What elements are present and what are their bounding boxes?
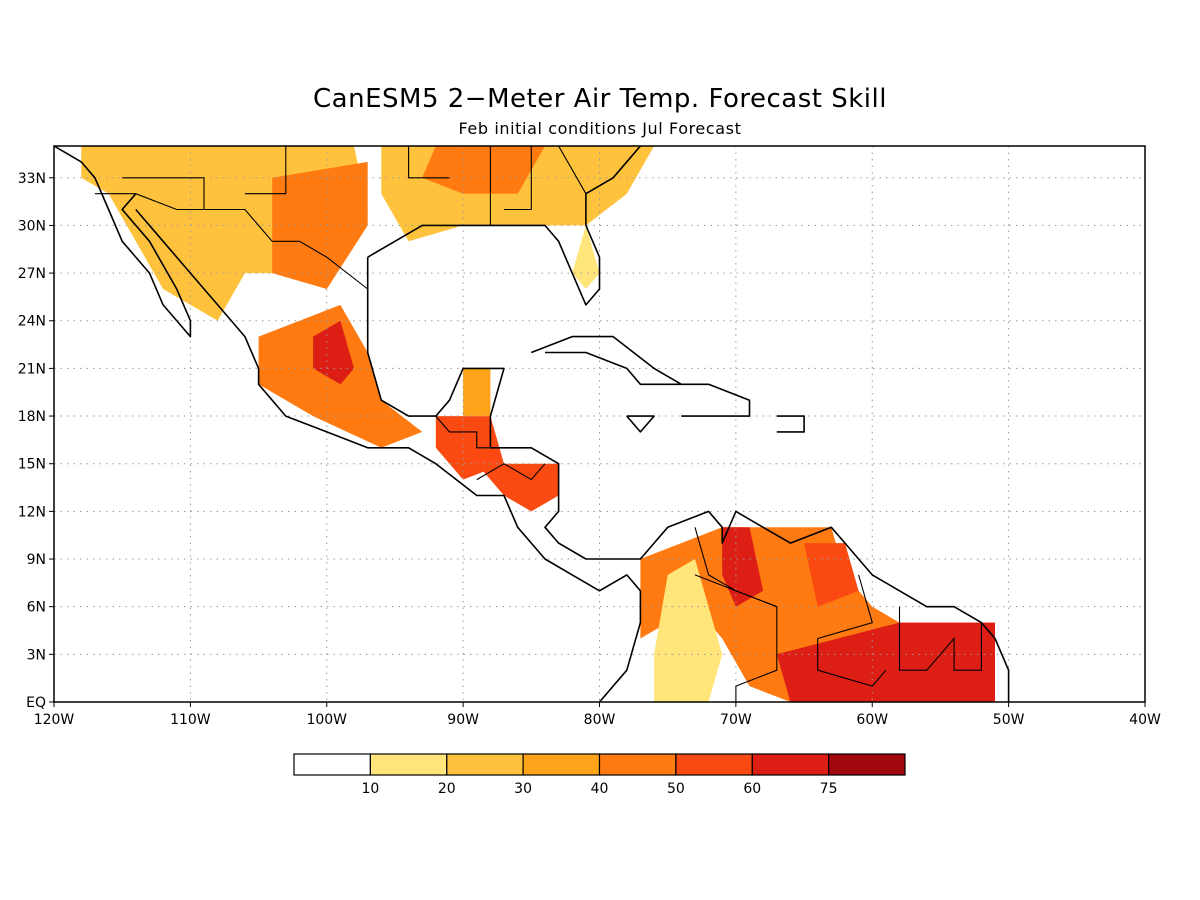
skill-layer — [81, 146, 995, 702]
chart-subtitle: Feb initial conditions Jul Forecast — [458, 119, 742, 138]
coastline-0 — [54, 146, 192, 338]
border-10 — [504, 146, 532, 211]
y-axis-ticks: 33N 30N 27N 24N 21N 18N 15N 12N 9N 6N 3N EQ — [18, 171, 54, 711]
coastline-7 — [776, 415, 805, 433]
coastline-6 — [626, 415, 655, 433]
x-tick-label: 90W — [447, 712, 479, 728]
y-tick-label: 27N — [18, 266, 46, 282]
border-7 — [244, 146, 287, 195]
chart-title: CanESM5 2−Meter Air Temp. Forecast Skill — [313, 84, 887, 114]
coastline-1 — [135, 208, 642, 702]
border-12 — [122, 177, 205, 210]
colorbar-label: 75 — [820, 781, 838, 797]
border-11 — [558, 146, 587, 194]
colorbar-label: 30 — [514, 781, 532, 797]
x-tick-label: 60W — [856, 712, 888, 728]
political-borders — [94, 146, 982, 702]
y-tick-label: 6N — [27, 600, 46, 616]
y-tick-label: 24N — [18, 314, 46, 330]
coastlines — [54, 146, 1010, 702]
skill-region-8 — [463, 368, 491, 417]
skill-region-3 — [422, 146, 545, 194]
colorbar-label: 60 — [743, 781, 761, 797]
colorbar-label: 40 — [591, 781, 609, 797]
colorbar-swatch — [827, 753, 906, 776]
y-tick-label: 9N — [27, 552, 46, 568]
skill-region-14 — [654, 559, 723, 702]
colorbar-swatch — [598, 753, 677, 776]
x-tick-label: 120W — [34, 712, 75, 728]
colorbar-swatch — [293, 753, 372, 776]
x-tick-label: 100W — [306, 712, 347, 728]
colorbar: 10 20 30 40 50 60 75 — [293, 753, 906, 797]
x-tick-label: 70W — [720, 712, 752, 728]
coastline-5 — [681, 383, 751, 417]
colorbar-swatch — [446, 753, 524, 776]
border-1 — [435, 415, 491, 449]
y-tick-label: 12N — [18, 504, 46, 520]
colorbar-label: 50 — [667, 781, 685, 797]
skill-region-9 — [476, 463, 559, 512]
border-6 — [898, 606, 982, 671]
colorbar-swatch — [675, 753, 753, 776]
y-tick-label: 30N — [18, 218, 46, 234]
y-tick-label: EQ — [26, 695, 46, 711]
coastline-3 — [367, 146, 642, 306]
border-0 — [94, 193, 369, 290]
colorbar-swatch — [751, 753, 830, 776]
skill-region-6 — [313, 320, 354, 385]
skill-region-11 — [776, 622, 995, 702]
colorbar-label: 10 — [361, 781, 379, 797]
x-tick-label: 50W — [993, 712, 1025, 728]
coastline-2 — [366, 257, 1010, 702]
border-2 — [476, 463, 546, 481]
y-tick-label: 18N — [18, 409, 46, 425]
x-tick-label: 110W — [170, 712, 211, 728]
border-8 — [408, 146, 450, 179]
skill-region-4 — [572, 225, 600, 289]
x-tick-label: 40W — [1129, 712, 1161, 728]
skill-region-12 — [722, 527, 764, 607]
skill-region-13 — [804, 543, 859, 607]
colorbar-label: 20 — [438, 781, 456, 797]
y-tick-label: 15N — [18, 457, 46, 473]
x-axis-ticks: 120W 110W 100W 90W 80W 70W 60W 50W 40W — [34, 702, 1161, 728]
y-tick-label: 3N — [27, 647, 46, 663]
border-5 — [817, 574, 887, 687]
colorbar-swatch — [369, 753, 448, 776]
y-tick-label: 21N — [18, 361, 46, 377]
border-4 — [694, 574, 777, 608]
y-tick-label: 33N — [18, 171, 46, 187]
x-tick-label: 80W — [584, 712, 616, 728]
skill-region-1 — [272, 161, 368, 289]
colorbar-swatch — [522, 753, 601, 776]
